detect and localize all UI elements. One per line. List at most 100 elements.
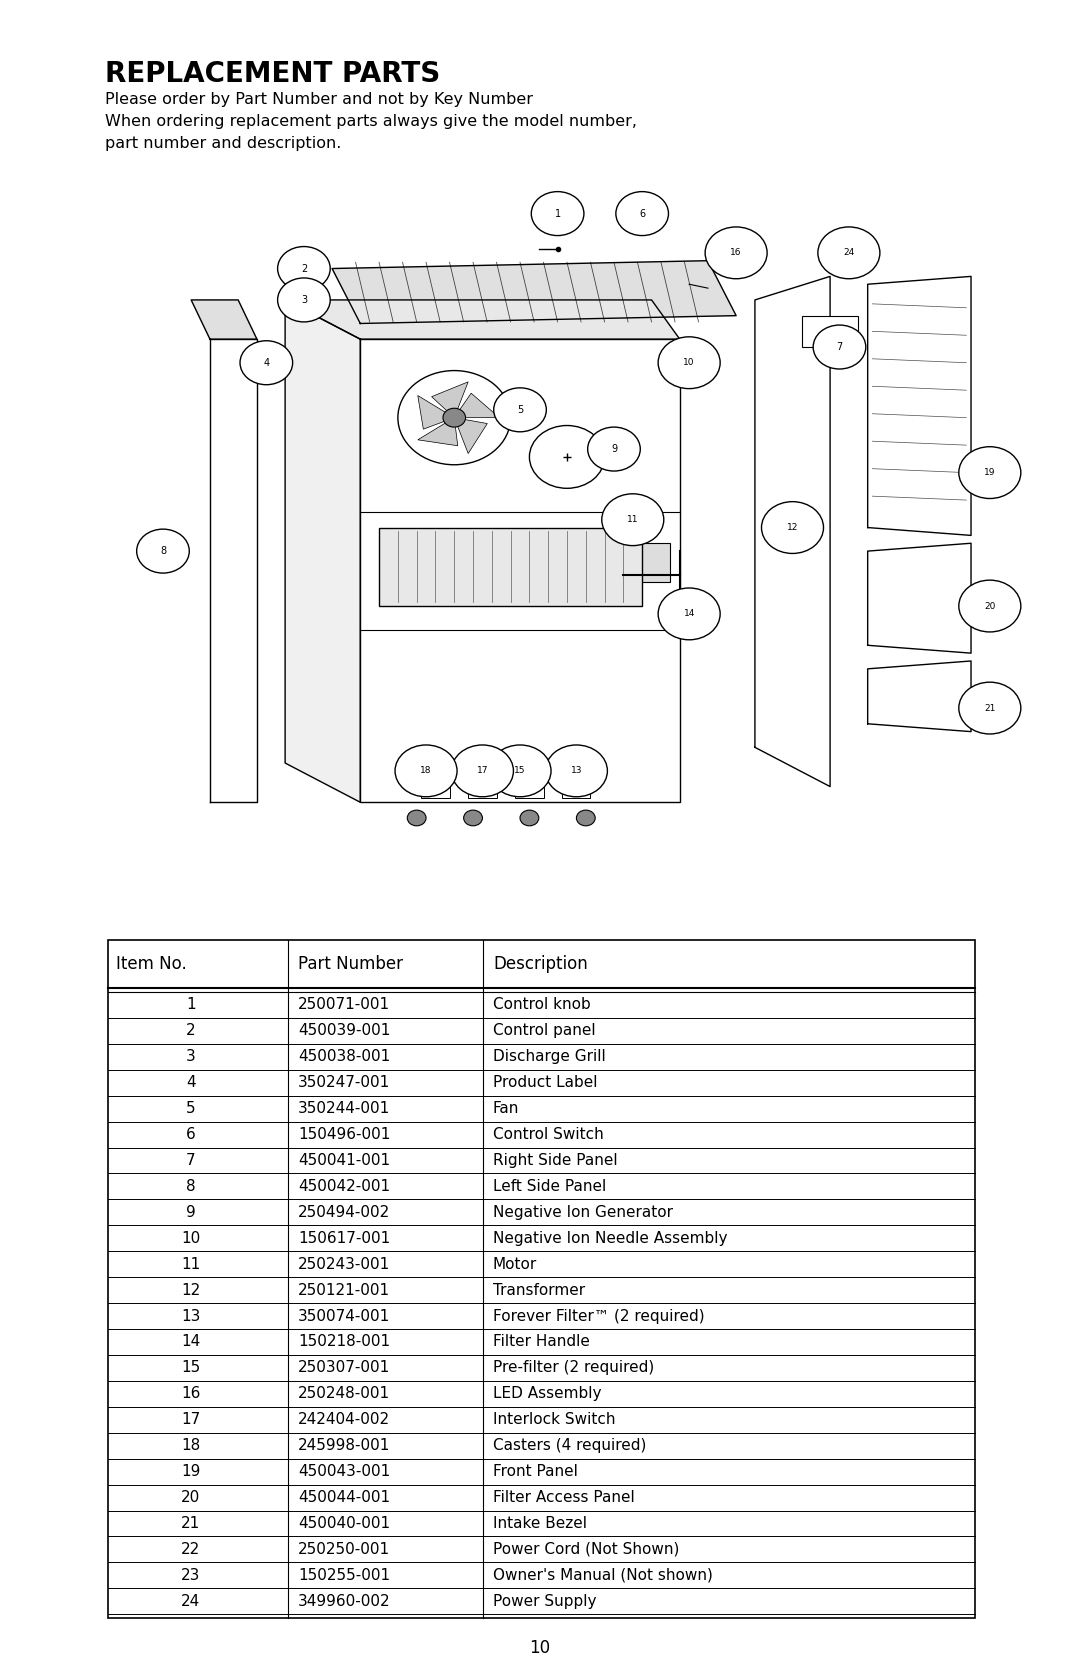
Text: When ordering replacement parts always give the model number,: When ordering replacement parts always g… — [105, 114, 637, 129]
Circle shape — [959, 446, 1021, 499]
Text: 14: 14 — [684, 610, 694, 618]
Text: 250494-002: 250494-002 — [298, 1204, 390, 1219]
Circle shape — [240, 341, 293, 384]
Circle shape — [463, 810, 483, 825]
Circle shape — [278, 277, 330, 322]
Polygon shape — [867, 661, 971, 731]
Text: part number and description.: part number and description. — [105, 135, 341, 150]
Circle shape — [451, 745, 513, 797]
Text: 350074-001: 350074-001 — [298, 1309, 390, 1324]
Circle shape — [529, 426, 605, 488]
Text: 150617-001: 150617-001 — [298, 1231, 390, 1246]
Text: 450039-001: 450039-001 — [298, 1024, 390, 1039]
Polygon shape — [455, 418, 487, 454]
Polygon shape — [432, 382, 469, 418]
Text: 450040-001: 450040-001 — [298, 1516, 390, 1531]
Text: 242404-002: 242404-002 — [298, 1413, 390, 1428]
Bar — [515, 775, 543, 798]
Polygon shape — [333, 261, 737, 324]
Text: 12: 12 — [787, 523, 798, 533]
Text: 12: 12 — [181, 1283, 201, 1298]
Text: 250243-001: 250243-001 — [298, 1258, 390, 1273]
Text: Pre-filter (2 required): Pre-filter (2 required) — [492, 1361, 654, 1376]
Text: REPLACEMENT PARTS: REPLACEMENT PARTS — [105, 60, 441, 89]
Text: 250248-001: 250248-001 — [298, 1386, 390, 1401]
Text: Motor: Motor — [492, 1258, 537, 1273]
Circle shape — [278, 247, 330, 291]
Circle shape — [407, 810, 426, 825]
Text: 22: 22 — [181, 1541, 201, 1556]
Text: Power Cord (Not Shown): Power Cord (Not Shown) — [492, 1541, 679, 1556]
Text: 8: 8 — [186, 1179, 195, 1194]
Text: Control panel: Control panel — [492, 1024, 596, 1039]
Circle shape — [494, 387, 546, 433]
Text: 6: 6 — [639, 209, 645, 219]
Circle shape — [521, 810, 539, 825]
Text: 3: 3 — [186, 1049, 195, 1064]
Text: 19: 19 — [984, 468, 996, 478]
Text: Forever Filter™ (2 required): Forever Filter™ (2 required) — [492, 1309, 704, 1324]
Text: 4: 4 — [264, 357, 269, 367]
Text: 14: 14 — [181, 1334, 201, 1349]
Text: 16: 16 — [730, 249, 742, 257]
Text: Fan: Fan — [492, 1101, 519, 1116]
Polygon shape — [455, 392, 499, 418]
Circle shape — [489, 745, 551, 797]
Text: 450041-001: 450041-001 — [298, 1152, 390, 1167]
Text: Negative Ion Generator: Negative Ion Generator — [492, 1204, 673, 1219]
Text: 18: 18 — [181, 1438, 201, 1453]
Circle shape — [959, 681, 1021, 735]
Text: Control knob: Control knob — [492, 997, 591, 1012]
Text: Filter Handle: Filter Handle — [492, 1334, 590, 1349]
Circle shape — [443, 407, 465, 428]
Text: 2: 2 — [186, 1024, 195, 1039]
Polygon shape — [285, 301, 679, 339]
Text: 9: 9 — [611, 444, 617, 454]
Text: 8: 8 — [160, 546, 166, 556]
Polygon shape — [191, 301, 257, 339]
Polygon shape — [285, 301, 361, 802]
Text: 2: 2 — [301, 264, 307, 274]
Bar — [563, 775, 591, 798]
Text: Part Number: Part Number — [298, 955, 403, 974]
Text: 20: 20 — [181, 1490, 201, 1505]
Text: 450044-001: 450044-001 — [298, 1490, 390, 1505]
Text: Front Panel: Front Panel — [492, 1465, 578, 1480]
Text: 19: 19 — [181, 1465, 201, 1480]
Circle shape — [588, 428, 640, 471]
Text: 5: 5 — [186, 1101, 195, 1116]
Text: Intake Bezel: Intake Bezel — [492, 1516, 588, 1531]
Text: 17: 17 — [181, 1413, 201, 1428]
Text: 150218-001: 150218-001 — [298, 1334, 390, 1349]
Circle shape — [705, 227, 767, 279]
Polygon shape — [210, 339, 257, 802]
Circle shape — [531, 192, 584, 235]
Circle shape — [577, 810, 595, 825]
Text: 20: 20 — [984, 601, 996, 611]
Text: 24: 24 — [843, 249, 854, 257]
Text: Discharge Grill: Discharge Grill — [492, 1049, 606, 1064]
Text: 350244-001: 350244-001 — [298, 1101, 390, 1116]
Text: 17: 17 — [476, 767, 488, 775]
Circle shape — [395, 745, 457, 797]
Text: 450042-001: 450042-001 — [298, 1179, 390, 1194]
Text: 6: 6 — [186, 1127, 195, 1142]
Polygon shape — [867, 276, 971, 536]
Text: 250307-001: 250307-001 — [298, 1361, 390, 1376]
Text: 150496-001: 150496-001 — [298, 1127, 390, 1142]
Text: 11: 11 — [181, 1258, 201, 1273]
Text: 7: 7 — [186, 1152, 195, 1167]
Text: 1: 1 — [554, 209, 561, 219]
Circle shape — [563, 531, 609, 571]
Text: 450038-001: 450038-001 — [298, 1049, 390, 1064]
Text: Transformer: Transformer — [492, 1283, 585, 1298]
Text: 10: 10 — [529, 1638, 551, 1657]
Circle shape — [397, 371, 511, 464]
Text: 18: 18 — [420, 767, 432, 775]
Circle shape — [137, 529, 189, 573]
Circle shape — [959, 579, 1021, 631]
Bar — [379, 528, 643, 606]
Text: 9: 9 — [186, 1204, 195, 1219]
Circle shape — [545, 745, 607, 797]
Text: 150255-001: 150255-001 — [298, 1568, 390, 1583]
